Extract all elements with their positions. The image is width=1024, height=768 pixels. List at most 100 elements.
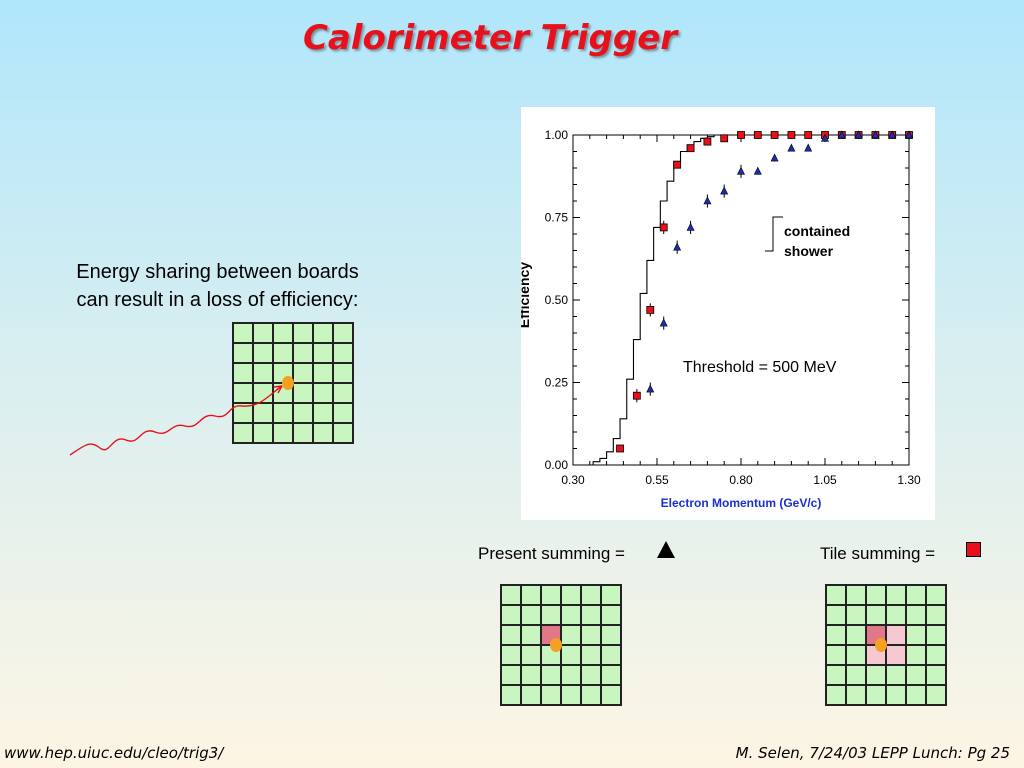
grid-cell (561, 585, 581, 605)
description-line-1: Energy sharing between boards (76, 261, 359, 283)
grid-cell (521, 665, 541, 685)
triangle-point (753, 166, 762, 175)
electron-track (69, 385, 283, 456)
grid-cell (501, 625, 521, 645)
triangle-point (686, 222, 695, 231)
grid-cell (521, 625, 541, 645)
grid-cell (293, 423, 313, 443)
grid-cell (846, 605, 866, 625)
square-point (720, 134, 729, 143)
square-point (686, 144, 695, 153)
grid-cell (521, 685, 541, 705)
square-point (753, 131, 762, 139)
grid-cell (926, 645, 946, 665)
grid-cell (826, 665, 846, 685)
grid-cell (253, 343, 273, 363)
x-tick-label: 0.80 (729, 473, 753, 487)
grid-cell (293, 343, 313, 363)
slide-title: Calorimeter Trigger (302, 18, 678, 58)
triangle-marker-icon (657, 541, 675, 558)
triangle-point (646, 384, 655, 393)
grid-cell (886, 605, 906, 625)
grid-cell (501, 605, 521, 625)
calorimeter-grid-left (232, 322, 354, 444)
x-tick-label: 0.30 (561, 473, 585, 487)
grid-cell (541, 605, 561, 625)
square-marker-icon (966, 542, 981, 557)
grid-cell (233, 383, 253, 403)
triangle-point (804, 143, 813, 152)
contained-label-line-1: contained (784, 223, 850, 239)
plot-frame (572, 134, 910, 466)
triangle-point (737, 166, 745, 175)
square-point (659, 223, 668, 232)
grid-cell (581, 645, 601, 665)
grid-cell (273, 323, 293, 343)
grid-cell (906, 625, 926, 645)
calorimeter-grid-present (500, 584, 622, 706)
grid-cell (866, 585, 886, 605)
grid-cell (601, 685, 621, 705)
square-point (703, 137, 712, 146)
square-point (770, 131, 779, 139)
grid-cell (253, 323, 273, 343)
grid-cell (926, 585, 946, 605)
contained-bracket (765, 216, 783, 252)
grid-cell (561, 645, 581, 665)
grid-cell (313, 343, 333, 363)
grid-cell (581, 585, 601, 605)
grid-cell (886, 645, 906, 665)
footer-credit: M. Selen, 7/24/03 LEPP Lunch: Pg 25 (735, 744, 1010, 762)
grid-cell (866, 665, 886, 685)
x-axis-label: Electron Momentum (GeV/c) (661, 496, 822, 510)
grid-cell (293, 363, 313, 383)
grid-cell (333, 403, 353, 423)
grid-cell (846, 585, 866, 605)
square-point (737, 131, 745, 139)
grid-cell (846, 665, 866, 685)
grid-cell (886, 685, 906, 705)
grid-cell (521, 585, 541, 605)
grid-cell (253, 363, 273, 383)
triangle-point (770, 153, 779, 162)
grid-cell (561, 665, 581, 685)
triangle-point (787, 143, 796, 152)
grid-cell (313, 383, 333, 403)
grid-cell (253, 403, 273, 423)
grid-cell (926, 665, 946, 685)
tile-summing-label: Tile summing = (820, 544, 936, 563)
efficiency-chart: 0.30 0.55 0.80 1.05 1.30 0.00 0.25 0.50 0.75 1.00… (498, 107, 935, 520)
grid-cell (906, 605, 926, 625)
grid-cell (846, 645, 866, 665)
grid-cell (601, 605, 621, 625)
grid-cell (501, 665, 521, 685)
grid-cell (581, 625, 601, 645)
y-axis-label-line-2: Efficiency (521, 262, 532, 328)
grid-cell (293, 383, 313, 403)
x-tick-label: 1.05 (813, 473, 837, 487)
triangle-point (703, 196, 712, 205)
grid-cell (846, 685, 866, 705)
grid-cell (333, 343, 353, 363)
grid-cell (561, 625, 581, 645)
triangle-point (837, 130, 846, 139)
grid-cell (273, 343, 293, 363)
grid-cell (866, 685, 886, 705)
grid-cell (293, 403, 313, 423)
grid-cell (601, 645, 621, 665)
grid-cell (601, 625, 621, 645)
grid-cell (886, 625, 906, 645)
grid-cell (926, 685, 946, 705)
grid-cell (581, 665, 601, 685)
grid-cell (906, 585, 926, 605)
square-point (804, 131, 813, 139)
triangle-point (659, 318, 668, 327)
triangle-point (905, 130, 913, 139)
x-tick-label: 0.55 (645, 473, 669, 487)
square-point (632, 391, 641, 400)
grid-cell (501, 585, 521, 605)
grid-cell (541, 665, 561, 685)
present-summing-label: Present summing = (478, 544, 625, 563)
y-tick-label: 0.25 (545, 376, 569, 390)
triangle-point (821, 133, 829, 142)
